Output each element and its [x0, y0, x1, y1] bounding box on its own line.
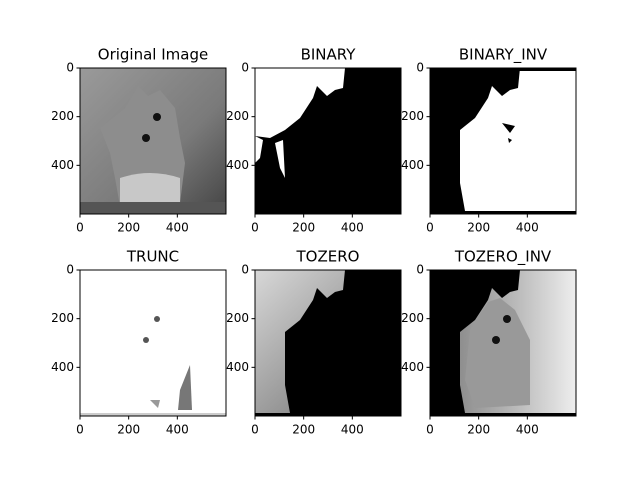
axes-frame [79, 67, 227, 215]
x-tick-label: 200 [292, 423, 315, 437]
x-tick-label: 0 [426, 423, 434, 437]
image-tozero [255, 270, 401, 416]
axes-frame [254, 67, 402, 215]
axes-frame [79, 269, 227, 417]
y-tick-label: 400 [226, 158, 249, 172]
x-tick-label: 400 [341, 221, 364, 235]
y-tick-label: 400 [401, 360, 424, 374]
y-tick-label: 0 [416, 61, 424, 75]
x-tick-label: 0 [251, 221, 259, 235]
x-tick-label: 0 [251, 423, 259, 437]
axes-title: TRUNC [126, 248, 179, 266]
y-tick-label: 200 [226, 311, 249, 325]
x-tick-label: 400 [341, 423, 364, 437]
y-tick-label: 400 [401, 158, 424, 172]
axes-title: TOZERO [296, 248, 360, 266]
x-tick-label: 200 [117, 423, 140, 437]
axes-title: BINARY_INV [459, 46, 548, 65]
y-tick-label: 200 [51, 311, 74, 325]
y-tick-label: 200 [401, 109, 424, 123]
y-tick-label: 200 [226, 109, 249, 123]
x-tick-label: 400 [166, 423, 189, 437]
y-tick-label: 0 [241, 263, 249, 277]
axes-frame [254, 269, 402, 417]
x-tick-label: 400 [166, 221, 189, 235]
x-tick-label: 200 [467, 221, 490, 235]
image-original [80, 68, 226, 214]
y-tick-label: 200 [51, 109, 74, 123]
y-tick-label: 400 [51, 360, 74, 374]
axes-title: TOZERO_INV [454, 248, 552, 267]
y-tick-label: 400 [51, 158, 74, 172]
image-binary [255, 68, 401, 214]
axes-title: BINARY [301, 46, 357, 64]
x-tick-label: 200 [467, 423, 490, 437]
x-tick-label: 0 [426, 221, 434, 235]
x-tick-label: 400 [516, 221, 539, 235]
x-tick-label: 200 [292, 221, 315, 235]
x-tick-label: 200 [117, 221, 140, 235]
image-binary-inv [430, 68, 576, 214]
y-tick-label: 0 [241, 61, 249, 75]
y-tick-label: 400 [226, 360, 249, 374]
y-tick-label: 0 [66, 61, 74, 75]
axes-title: Original Image [98, 46, 208, 64]
image-tozero-inv [430, 270, 576, 416]
y-tick-label: 0 [416, 263, 424, 277]
y-tick-label: 200 [401, 311, 424, 325]
axes-frame [429, 269, 577, 417]
x-tick-label: 0 [76, 423, 84, 437]
x-tick-label: 400 [516, 423, 539, 437]
axes-frame [429, 67, 577, 215]
image-trunc [80, 270, 226, 416]
x-tick-label: 0 [76, 221, 84, 235]
y-tick-label: 0 [66, 263, 74, 277]
